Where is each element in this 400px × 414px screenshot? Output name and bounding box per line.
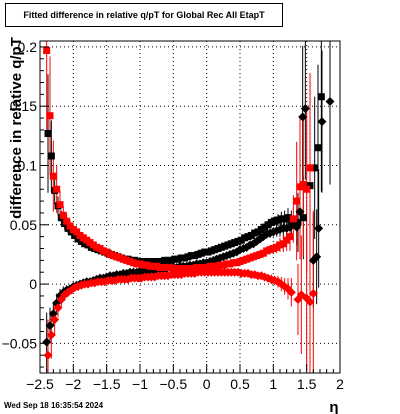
data-point-diamond — [314, 223, 324, 233]
x-tick-label: 1.5 — [297, 376, 317, 392]
grid-layer — [40, 41, 340, 373]
y-tick-label: 0.15 — [10, 98, 37, 114]
data-point-square — [303, 185, 311, 193]
x-tick-label: −2 — [65, 376, 81, 392]
data-point-square — [66, 222, 74, 230]
chart-title: Fitted difference in relative q/pT for G… — [23, 10, 265, 20]
data-point-diamond — [286, 287, 296, 297]
data-point-square — [44, 129, 52, 137]
x-tick-label: −1.5 — [93, 376, 121, 392]
plot-frame — [39, 40, 341, 374]
error-bars — [46, 41, 331, 373]
data-point-diamond — [45, 321, 55, 331]
data-point-square — [299, 214, 307, 222]
data-point-square — [317, 93, 325, 101]
data-point-diamond — [305, 297, 315, 307]
data-point-square — [283, 236, 291, 244]
data-point-diamond — [56, 294, 66, 304]
x-tick-label: 0 — [203, 376, 211, 392]
data-point-diamond — [248, 239, 258, 249]
data-point-square — [71, 231, 79, 239]
data-point-diamond — [325, 96, 335, 106]
y-tick-label: 0 — [29, 276, 37, 292]
data-point-square — [53, 185, 61, 193]
data-point-square — [73, 228, 81, 236]
data-point-square — [59, 211, 67, 219]
y-axis-label: difference in relative q/pT — [8, 37, 25, 219]
data-point-diamond — [212, 254, 222, 264]
data-point-square — [294, 218, 302, 226]
y-tick-label: 0.1 — [18, 158, 38, 174]
y-tick-label: −0.05 — [2, 335, 38, 351]
x-tick-label: 1 — [269, 376, 277, 392]
y-tick-label: 0.2 — [18, 39, 38, 55]
data-point-square — [46, 112, 54, 120]
chart-title-box: Fitted difference in relative q/pT for G… — [5, 3, 283, 27]
x-axis-label: η — [329, 399, 338, 414]
markers — [42, 46, 335, 360]
data-point-diamond — [48, 309, 58, 319]
x-tick-label: 0.5 — [230, 376, 250, 392]
data-point-diamond — [285, 222, 295, 232]
data-point-square — [306, 182, 314, 190]
data-point-diamond — [292, 222, 302, 232]
data-point-diamond — [312, 252, 322, 262]
x-tick-label: −1 — [132, 376, 148, 392]
x-tick-label: 2 — [336, 376, 344, 392]
data-point-diamond — [43, 350, 53, 360]
y-tick-label: 0.05 — [10, 217, 37, 233]
data-point-square — [63, 217, 71, 225]
x-tick-label: −0.5 — [160, 376, 188, 392]
data-point-square — [293, 197, 301, 205]
axes: −2.5 −2 −1.5 −1 −0.5 0 0.5 1 1.5 2 −0.05 0 0.05 0.1 0.… — [2, 39, 345, 392]
data-point-diamond — [300, 104, 310, 114]
data-point-square — [56, 201, 64, 209]
data-point-diamond — [308, 289, 318, 299]
data-point-square — [286, 233, 294, 241]
data-point-square — [289, 215, 297, 223]
data-point-diamond — [298, 112, 308, 122]
timestamp: Wed Sep 18 16:35:54 2024 — [4, 401, 104, 410]
data-point-square — [311, 164, 319, 172]
data-point-diamond — [295, 207, 305, 217]
data-point-square — [306, 164, 314, 172]
data-point-square — [47, 152, 55, 160]
x-tick-label: −2.5 — [26, 376, 54, 392]
data-point-diamond — [317, 117, 327, 127]
data-point-square — [49, 172, 57, 180]
data-point-diamond — [42, 337, 52, 347]
data-point-square — [299, 180, 307, 188]
data-point-diamond — [46, 330, 56, 340]
data-point-diamond — [50, 315, 60, 325]
data-point-square — [279, 240, 287, 248]
data-point-square — [314, 144, 322, 152]
data-point-square — [284, 214, 292, 222]
data-point-diamond — [53, 303, 63, 313]
data-point-square — [43, 46, 51, 54]
